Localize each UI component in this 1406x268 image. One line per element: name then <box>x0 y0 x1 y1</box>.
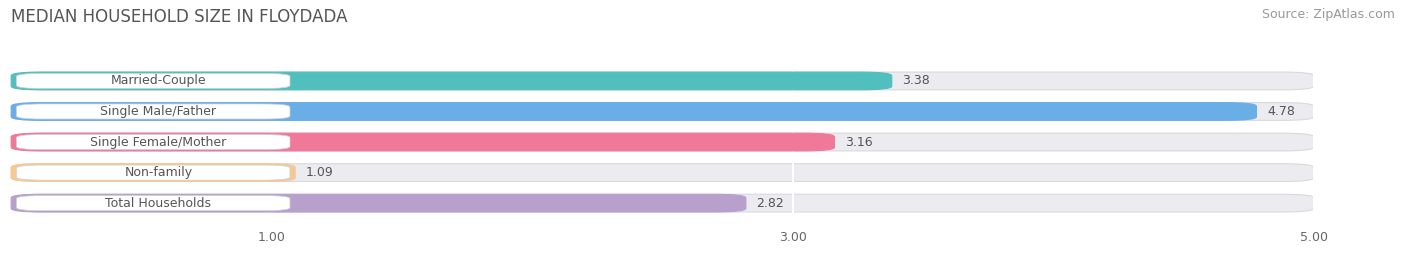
Text: Source: ZipAtlas.com: Source: ZipAtlas.com <box>1261 8 1395 21</box>
Text: Single Female/Mother: Single Female/Mother <box>90 136 226 148</box>
FancyBboxPatch shape <box>11 103 1257 120</box>
Text: 3.38: 3.38 <box>903 75 929 87</box>
FancyBboxPatch shape <box>17 104 290 119</box>
FancyBboxPatch shape <box>11 103 1313 120</box>
FancyBboxPatch shape <box>17 135 290 150</box>
FancyBboxPatch shape <box>11 194 1313 212</box>
FancyBboxPatch shape <box>11 133 1313 151</box>
FancyBboxPatch shape <box>17 165 290 180</box>
Text: 4.78: 4.78 <box>1267 105 1295 118</box>
Text: 2.82: 2.82 <box>756 197 785 210</box>
FancyBboxPatch shape <box>11 164 295 181</box>
Text: 3.16: 3.16 <box>845 136 873 148</box>
Text: MEDIAN HOUSEHOLD SIZE IN FLOYDADA: MEDIAN HOUSEHOLD SIZE IN FLOYDADA <box>11 8 347 26</box>
FancyBboxPatch shape <box>11 72 1313 90</box>
FancyBboxPatch shape <box>11 164 1313 181</box>
Text: Single Male/Father: Single Male/Father <box>100 105 217 118</box>
FancyBboxPatch shape <box>17 196 290 211</box>
Text: Total Households: Total Households <box>105 197 211 210</box>
FancyBboxPatch shape <box>17 73 290 88</box>
Text: Married-Couple: Married-Couple <box>111 75 207 87</box>
FancyBboxPatch shape <box>11 133 834 151</box>
Text: 1.09: 1.09 <box>305 166 333 179</box>
Text: Non-family: Non-family <box>124 166 193 179</box>
FancyBboxPatch shape <box>11 194 745 212</box>
FancyBboxPatch shape <box>11 72 891 90</box>
